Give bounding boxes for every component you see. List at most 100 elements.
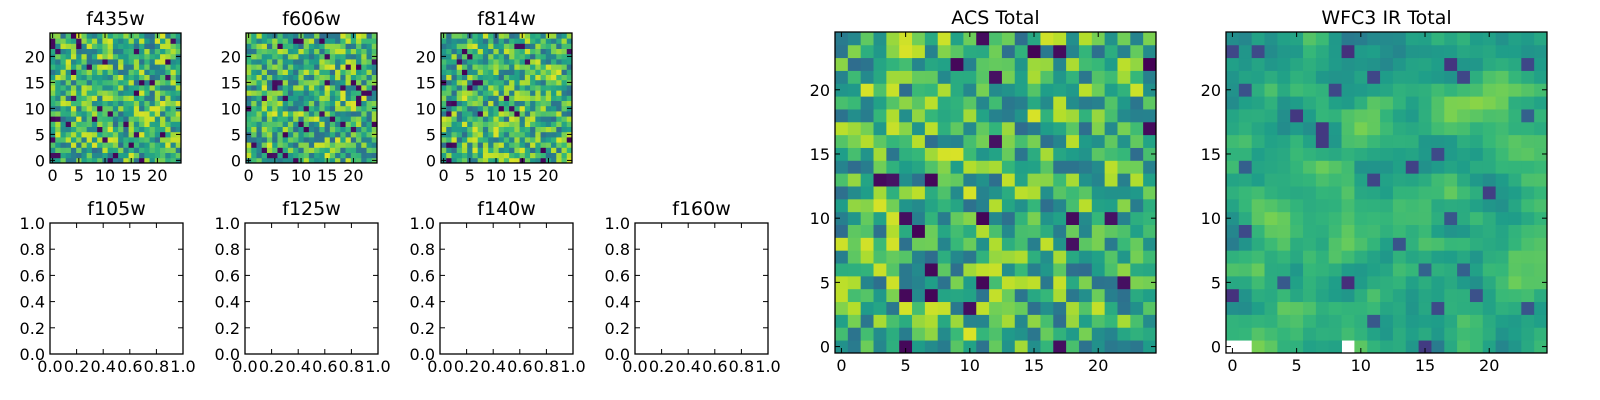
heatmap-cell <box>293 152 299 159</box>
heatmap-cell <box>1078 44 1093 59</box>
heatmap-cell <box>1482 263 1497 277</box>
heatmap-cell <box>345 121 352 127</box>
heatmap-cell <box>123 79 129 86</box>
heatmap-cell <box>477 85 484 91</box>
heatmap-cell <box>1251 96 1265 110</box>
heatmap-cell <box>1380 198 1394 213</box>
heatmap-cell <box>314 33 320 39</box>
heatmap-cell <box>1508 263 1522 277</box>
heatmap-cell <box>503 48 510 55</box>
heatmap-cell <box>847 301 862 315</box>
heatmap-cell <box>97 152 103 159</box>
heatmap-cell <box>107 33 114 39</box>
heatmap-cell <box>65 137 72 143</box>
heatmap-cell <box>963 134 977 148</box>
heatmap-cell <box>488 48 494 55</box>
heatmap-cell <box>1226 186 1240 200</box>
heatmap-cell <box>1521 173 1535 187</box>
heatmap-cell <box>1341 314 1355 328</box>
heatmap-cell <box>335 137 341 143</box>
heatmap-cell <box>246 95 252 101</box>
heatmap-cell <box>873 57 887 71</box>
heatmap-cell <box>503 142 510 148</box>
heatmap-cell <box>50 48 56 55</box>
heatmap-cell <box>1264 83 1278 97</box>
heatmap-cell <box>149 100 156 107</box>
heatmap-cell <box>128 111 135 117</box>
heatmap-cell <box>1117 314 1131 328</box>
heatmap-cell <box>60 152 67 159</box>
heatmap-cell <box>899 44 913 59</box>
heatmap-cell <box>1251 70 1265 84</box>
heatmap-cell <box>467 105 473 112</box>
heatmap-cell <box>472 74 479 81</box>
heatmap-cell <box>329 111 336 117</box>
y-tick-label: 0.0 <box>215 345 240 364</box>
heatmap-cell <box>293 53 299 60</box>
heatmap-cell <box>293 38 299 44</box>
heatmap-cell <box>1431 186 1445 200</box>
heatmap-cell <box>446 131 452 138</box>
heatmap-cell <box>467 38 473 44</box>
heatmap-cell <box>860 250 874 264</box>
heatmap-cell <box>266 142 273 148</box>
heatmap-cell <box>139 121 145 127</box>
heatmap-cell <box>1303 340 1317 354</box>
heatmap-cell <box>1521 288 1535 303</box>
heatmap-cell <box>81 157 88 164</box>
heatmap-cell <box>873 314 887 328</box>
heatmap-cell <box>1457 134 1471 148</box>
heatmap-cell <box>1001 173 1016 187</box>
heatmap-cell <box>287 157 294 164</box>
y-tick-label: 0.8 <box>215 240 240 259</box>
heatmap-cell <box>451 131 458 138</box>
heatmap-cell <box>566 95 573 101</box>
heatmap-cell <box>467 53 473 60</box>
heatmap-cell <box>118 64 124 70</box>
heatmap-cell <box>107 69 114 75</box>
heatmap-cell <box>1341 83 1355 97</box>
heatmap-cell <box>912 340 926 354</box>
heatmap-cell <box>519 38 526 44</box>
heatmap-cell <box>1495 301 1509 315</box>
heatmap-cell <box>1027 224 1041 238</box>
heatmap-cell <box>519 79 526 86</box>
heatmap-cell <box>287 38 294 44</box>
y-tick-label: 15 <box>221 73 241 92</box>
heatmap-cell <box>139 53 145 60</box>
heatmap-cell <box>50 152 56 159</box>
heatmap-cell <box>1066 224 1080 238</box>
heatmap-cell <box>175 137 182 143</box>
heatmap-cell <box>102 152 109 159</box>
heatmap-cell <box>65 38 72 44</box>
heatmap-cell <box>1104 186 1118 200</box>
heatmap-cell <box>1392 109 1407 123</box>
heatmap-cell <box>1040 198 1054 213</box>
heatmap-cell <box>1392 198 1407 213</box>
panel-title: f125w <box>282 198 341 220</box>
heatmap-cell <box>1238 173 1253 187</box>
heatmap-cell <box>1053 44 1067 59</box>
heatmap-cell <box>912 160 926 174</box>
heatmap-cell <box>154 147 161 153</box>
heatmap-cell <box>1469 160 1484 174</box>
x-tick-label: 0.4 <box>675 357 700 376</box>
heatmap-cell <box>1354 301 1368 315</box>
x-tick-label: 5 <box>74 166 84 185</box>
heatmap-cell <box>350 147 357 153</box>
heatmap-cell <box>886 198 900 213</box>
x-tick-label: 20 <box>147 166 167 185</box>
heatmap-cell <box>456 137 463 143</box>
heatmap-cell <box>493 142 500 148</box>
heatmap-cell <box>873 44 887 59</box>
heatmap-cell <box>112 131 119 138</box>
heatmap-cell <box>1328 160 1342 174</box>
x-tick-label: 10 <box>960 356 980 375</box>
heatmap-cell <box>1315 44 1330 59</box>
heatmap-cell <box>1251 134 1265 148</box>
heatmap-cell <box>924 70 939 84</box>
heatmap-cell <box>314 131 320 138</box>
heatmap-cell <box>1482 32 1497 46</box>
heatmap-cell <box>1495 44 1509 59</box>
